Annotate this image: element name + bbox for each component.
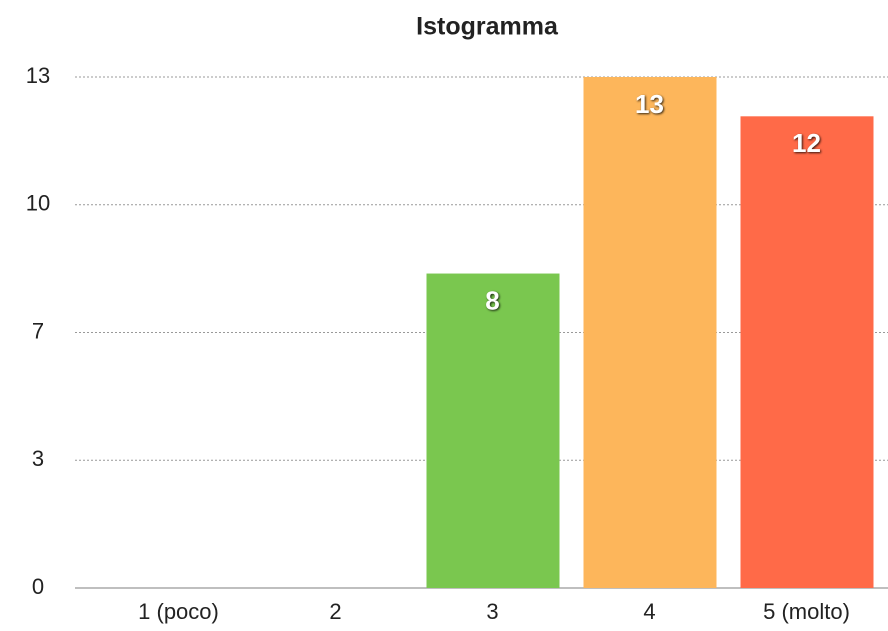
bar <box>426 273 560 588</box>
y-tick-label: 7 <box>32 318 44 343</box>
y-tick-label: 3 <box>32 446 44 471</box>
chart-title: Istogramma <box>416 13 559 41</box>
y-tick-label: 13 <box>26 63 50 88</box>
data-label: 12 <box>792 128 821 158</box>
data-label: 13 <box>635 89 664 119</box>
x-tick-label: 4 <box>643 599 655 624</box>
data-label: 8 <box>485 285 499 315</box>
y-tick-label: 0 <box>32 574 44 599</box>
y-tick-label: 10 <box>26 191 50 216</box>
x-tick-label: 2 <box>329 599 341 624</box>
x-tick-label: 3 <box>486 599 498 624</box>
x-tick-label: 1 (poco) <box>138 599 219 624</box>
bar <box>583 77 717 588</box>
x-tick-label: 5 (molto) <box>763 599 850 624</box>
bar <box>740 116 874 589</box>
